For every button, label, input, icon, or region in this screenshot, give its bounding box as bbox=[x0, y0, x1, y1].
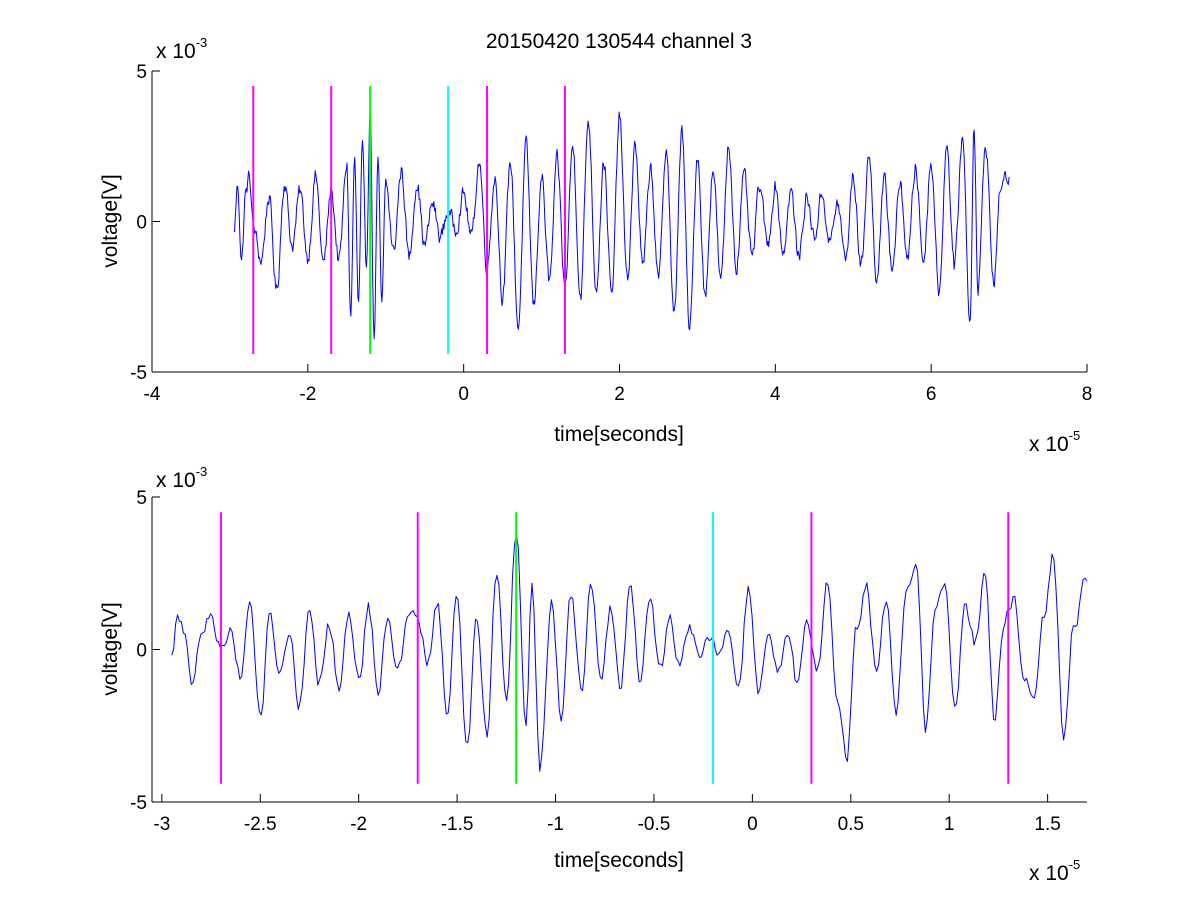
signal-group-1 bbox=[233, 103, 1010, 340]
subplot-1: -4 -2 0 2 4 6 8 -505 time[seconds] voltage[V] … bbox=[99, 35, 1092, 456]
y-ticks-1: -5 0 5 bbox=[130, 62, 160, 384]
marker-group-1 bbox=[252, 86, 566, 354]
x-tick-label-2-4: -1.5 bbox=[441, 814, 474, 835]
x-tick-label-1-3: 0 bbox=[458, 384, 469, 405]
x-tick-label-1-7: 8 bbox=[1082, 384, 1093, 405]
y-axis-label-2: voltage[V] bbox=[99, 602, 122, 695]
x-axis-label-1: time[seconds] bbox=[554, 423, 684, 446]
x-tick-label-1-4: 2 bbox=[614, 384, 625, 405]
x-exponent-base-1: x 10 bbox=[1029, 433, 1069, 456]
plot-area-2 bbox=[152, 497, 1087, 802]
x-exponent-power-1: -5 bbox=[1069, 428, 1081, 443]
x-axis-label-2: time[seconds] bbox=[554, 849, 684, 872]
signal-group-2 bbox=[171, 533, 1088, 772]
x-tick-label-1-5: 4 bbox=[770, 384, 781, 405]
signal-line-2 bbox=[171, 533, 1088, 772]
signal-line-1 bbox=[233, 103, 1010, 340]
x-tick-label-2-1: -3 bbox=[153, 814, 170, 835]
y-exponent-1: x 10-3 bbox=[156, 35, 207, 63]
y-exponent-2: x 10-3 bbox=[156, 464, 207, 492]
y-axis-label-1: voltage[V] bbox=[99, 174, 122, 267]
y-exponent-base-2: x 10 bbox=[156, 469, 196, 492]
x-exponent-base-2: x 10 bbox=[1029, 862, 1069, 885]
y-tick-label-2-3: 5 bbox=[136, 488, 147, 509]
x-tick-label-2-5: -1 bbox=[547, 814, 564, 835]
y-exponent-power-2: -3 bbox=[196, 464, 208, 479]
y-ticks-2: -5 0 5 bbox=[130, 488, 160, 814]
x-exponent-1: x 10-5 bbox=[1029, 428, 1080, 456]
x-ticks-1: -4 -2 0 2 4 6 8 bbox=[144, 364, 1093, 405]
figure-title: 20150420 130544 channel 3 bbox=[486, 30, 752, 53]
y-tick-label-1-3: 5 bbox=[136, 62, 147, 83]
x-tick-label-2-2: -2.5 bbox=[244, 814, 277, 835]
y-exponent-base-1: x 10 bbox=[156, 40, 196, 63]
x-tick-label-1-2: -2 bbox=[299, 384, 316, 405]
x-tick-label-2-8: 0.5 bbox=[838, 814, 864, 835]
x-ticks-2: -3 -2.5 -2 -1.5 -1 -0.5 0 0.5 1 1.5 bbox=[153, 794, 1061, 835]
subplot-2: -3 -2.5 -2 -1.5 -1 -0.5 0 0.5 1 1.5 -5 0 5 time[sec… bbox=[99, 464, 1088, 885]
x-tick-label-1-1: -4 bbox=[144, 384, 161, 405]
y-exponent-power-1: -3 bbox=[196, 35, 208, 50]
marker-group-2 bbox=[219, 512, 1010, 784]
x-tick-label-2-9: 1 bbox=[944, 814, 955, 835]
y-tick-label-1-2: 0 bbox=[136, 213, 147, 234]
y-tick-label-1-1: -5 bbox=[130, 363, 147, 384]
x-tick-label-2-10: 1.5 bbox=[1034, 814, 1060, 835]
x-tick-label-1-6: 6 bbox=[926, 384, 937, 405]
y-tick-label-2-2: 0 bbox=[136, 641, 147, 662]
x-tick-label-2-3: -2 bbox=[350, 814, 367, 835]
y-tick-label-2-1: -5 bbox=[130, 793, 147, 814]
plot-area-1 bbox=[152, 71, 1087, 372]
x-tick-label-2-7: 0 bbox=[747, 814, 758, 835]
x-exponent-2: x 10-5 bbox=[1029, 857, 1080, 885]
x-tick-label-2-6: -0.5 bbox=[638, 814, 671, 835]
x-exponent-power-2: -5 bbox=[1069, 857, 1081, 872]
